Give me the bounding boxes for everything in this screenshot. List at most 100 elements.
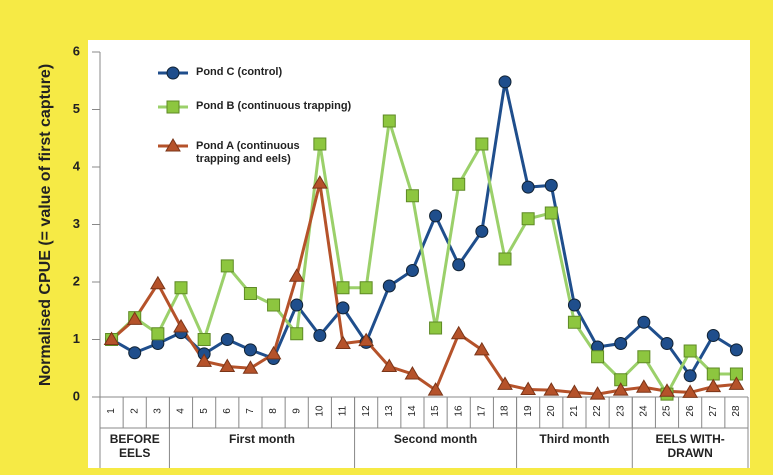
data-point bbox=[243, 287, 257, 300]
x-tick-label: 25 bbox=[662, 405, 673, 417]
legend-marker bbox=[166, 66, 180, 80]
data-point bbox=[475, 224, 489, 238]
data-point bbox=[683, 369, 697, 383]
group-label: First month bbox=[228, 432, 295, 446]
x-tick-label: 28 bbox=[731, 405, 742, 417]
data-point bbox=[381, 358, 398, 373]
data-point bbox=[358, 332, 375, 347]
legend-label: Pond B (continuous trapping) bbox=[196, 100, 352, 112]
legend-marker bbox=[165, 138, 181, 152]
y-axis-label: Normalised CPUE (= value of first captur… bbox=[37, 64, 54, 386]
data-point bbox=[729, 343, 743, 357]
data-point bbox=[219, 358, 236, 373]
data-point bbox=[313, 137, 327, 151]
x-tick-label: 23 bbox=[615, 405, 626, 417]
data-point bbox=[498, 252, 512, 266]
data-point bbox=[567, 298, 581, 312]
data-point bbox=[290, 298, 304, 312]
data-point bbox=[336, 281, 350, 295]
data-point bbox=[427, 382, 444, 396]
x-tick-label: 27 bbox=[708, 405, 719, 417]
data-point bbox=[521, 212, 535, 226]
x-tick-label: 12 bbox=[361, 405, 372, 417]
data-point bbox=[220, 333, 234, 346]
x-tick-label: 16 bbox=[453, 405, 464, 417]
data-point bbox=[174, 281, 188, 295]
data-point bbox=[728, 376, 745, 390]
data-point bbox=[659, 383, 675, 397]
x-tick-label: 3 bbox=[152, 408, 163, 414]
data-point bbox=[151, 327, 165, 341]
data-point bbox=[450, 325, 467, 340]
data-point bbox=[567, 315, 581, 329]
data-point bbox=[637, 350, 651, 364]
data-point bbox=[635, 379, 652, 393]
data-point bbox=[265, 345, 282, 360]
data-point bbox=[705, 378, 722, 393]
data-point bbox=[429, 209, 443, 223]
data-point bbox=[566, 384, 583, 398]
x-tick-label: 13 bbox=[384, 405, 395, 417]
series-line bbox=[110, 81, 738, 379]
data-point bbox=[429, 321, 443, 335]
data-point bbox=[382, 279, 396, 293]
data-point bbox=[404, 366, 421, 380]
group-label: EELS WITH-DRAWN bbox=[655, 432, 725, 460]
data-point bbox=[149, 275, 166, 290]
data-point bbox=[543, 382, 560, 396]
x-tick-label: 6 bbox=[222, 408, 233, 414]
series-line bbox=[110, 120, 737, 398]
data-point bbox=[706, 367, 720, 381]
group-label: BEFORE EELS bbox=[109, 432, 160, 460]
data-point bbox=[683, 344, 697, 358]
x-tick-label: 9 bbox=[291, 408, 302, 414]
x-tick-label: 10 bbox=[314, 405, 325, 417]
x-tick-label: 17 bbox=[476, 405, 487, 417]
data-point bbox=[706, 328, 720, 342]
data-point bbox=[243, 343, 257, 357]
x-tick-label: 20 bbox=[546, 405, 557, 417]
data-point bbox=[475, 137, 489, 151]
data-point bbox=[336, 301, 350, 315]
y-tick-label: 0 bbox=[73, 388, 80, 403]
data-point bbox=[173, 318, 189, 333]
x-tick-label: 8 bbox=[268, 408, 279, 414]
data-point bbox=[196, 353, 213, 367]
x-tick-label: 2 bbox=[129, 408, 140, 414]
x-tick-label: 26 bbox=[685, 405, 696, 417]
series-line bbox=[110, 182, 737, 396]
x-tick-label: 5 bbox=[199, 408, 210, 414]
y-tick-label: 4 bbox=[73, 158, 81, 173]
data-point bbox=[220, 259, 234, 273]
x-tick-label: 1 bbox=[106, 408, 117, 414]
x-tick-label: 19 bbox=[523, 405, 534, 417]
x-tick-label: 15 bbox=[430, 405, 441, 417]
data-point bbox=[313, 328, 327, 342]
data-point bbox=[521, 180, 535, 194]
legend-label: Pond A (continuous trapping and eels) bbox=[196, 140, 300, 165]
data-point bbox=[267, 298, 281, 312]
data-point bbox=[682, 384, 699, 398]
data-point bbox=[311, 175, 328, 189]
data-point bbox=[359, 281, 373, 295]
data-point bbox=[589, 386, 606, 400]
legend-label: Pond C (control) bbox=[196, 66, 283, 78]
data-point bbox=[612, 382, 629, 396]
data-point bbox=[290, 327, 304, 341]
data-point bbox=[520, 381, 537, 396]
data-point bbox=[591, 350, 605, 364]
x-tick-label: 7 bbox=[245, 408, 256, 414]
y-tick-label: 2 bbox=[73, 273, 80, 288]
y-tick-label: 3 bbox=[73, 216, 80, 231]
data-point bbox=[405, 264, 419, 277]
x-tick-label: 11 bbox=[338, 405, 349, 416]
group-label: Third month bbox=[539, 432, 610, 446]
data-point bbox=[335, 335, 351, 350]
x-tick-label: 22 bbox=[592, 405, 603, 417]
data-point bbox=[405, 189, 419, 203]
data-point bbox=[660, 337, 674, 351]
data-point bbox=[473, 341, 490, 356]
data-point bbox=[288, 268, 305, 282]
